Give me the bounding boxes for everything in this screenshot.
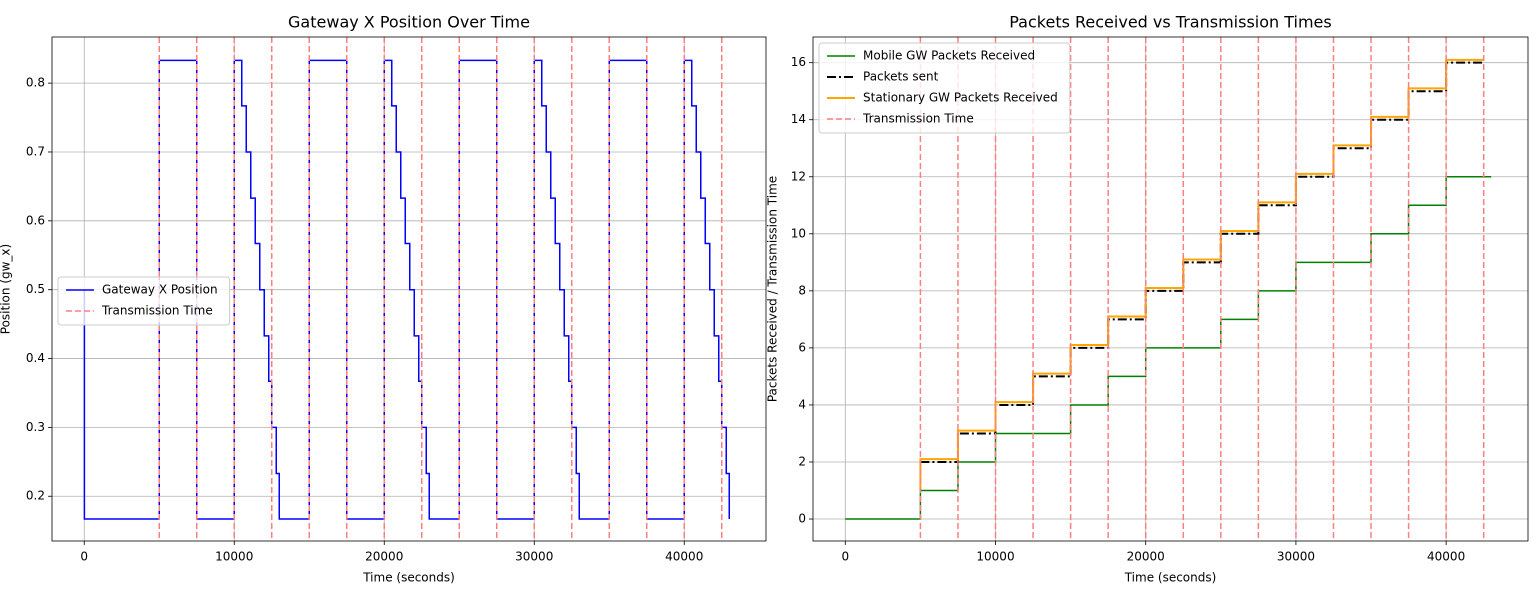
x-tick-label: 10000 [976,550,1014,564]
y-tick-label: 0 [798,512,806,526]
y-tick-label: 2 [798,454,806,468]
chart-title: Gateway X Position Over Time [288,13,530,32]
y-axis-label: Packets Received / Transmission Time [766,176,780,402]
y-tick-label: 0.6 [26,213,45,227]
x-tick-label: 30000 [515,550,553,564]
y-tick-label: 10 [791,226,806,240]
y-tick-label: 0.5 [26,282,45,296]
x-axis-label: Time (seconds) [362,571,455,585]
legend-label: Transmission Time [862,112,974,126]
y-tick-label: 0.7 [26,144,45,158]
y-tick-label: 6 [798,340,806,354]
plot-frame [51,36,767,542]
y-tick-label: 14 [791,112,806,126]
legend: Gateway X Position Transmission Time [57,276,231,326]
legend-frame [818,42,1071,134]
y-tick-label: 8 [798,283,806,297]
subplot: 0 10000 20000 30000 40000 0.2 0.3 0.4 0.5 0.6 0.7 0… [0,13,767,585]
legend-label: Gateway X Position [102,283,218,297]
chart-title: Packets Received vs Transmission Times [1009,13,1331,32]
x-tick-label: 40000 [1427,550,1465,564]
x-tick-label: 0 [841,550,849,564]
legend-label: Mobile GW Packets Received [863,49,1035,63]
y-tick-label: 0.4 [26,351,45,365]
x-tick-label: 10000 [215,550,253,564]
series-line [920,61,1484,463]
y-tick-label: 0.2 [26,489,45,503]
x-tick-label: 20000 [1127,550,1165,564]
y-tick-label: 12 [791,169,806,183]
legend: Mobile GW Packets Received Packets sent St… [818,42,1071,134]
x-tick-label: 30000 [1277,550,1315,564]
y-tick-label: 0.3 [26,420,45,434]
legend-label: Stationary GW Packets Received [863,91,1058,105]
y-tick-label: 16 [791,55,806,69]
legend-label: Packets sent [863,70,939,84]
y-tick-label: 0.8 [26,76,45,90]
x-tick-label: 40000 [665,550,703,564]
legend-label: Transmission Time [101,304,213,318]
y-axis-label: Position (gw_x) [0,244,13,334]
series-line [83,59,730,520]
x-tick-label: 20000 [365,550,403,564]
x-tick-label: 0 [80,550,88,564]
plot-frame [812,36,1529,542]
subplot: 0 10000 20000 30000 40000 0 2 4 6 8 10 12 14 16 Packet… [766,13,1529,585]
y-tick-label: 4 [798,397,806,411]
legend-frame [57,276,231,326]
x-axis-label: Time (seconds) [1124,571,1217,585]
